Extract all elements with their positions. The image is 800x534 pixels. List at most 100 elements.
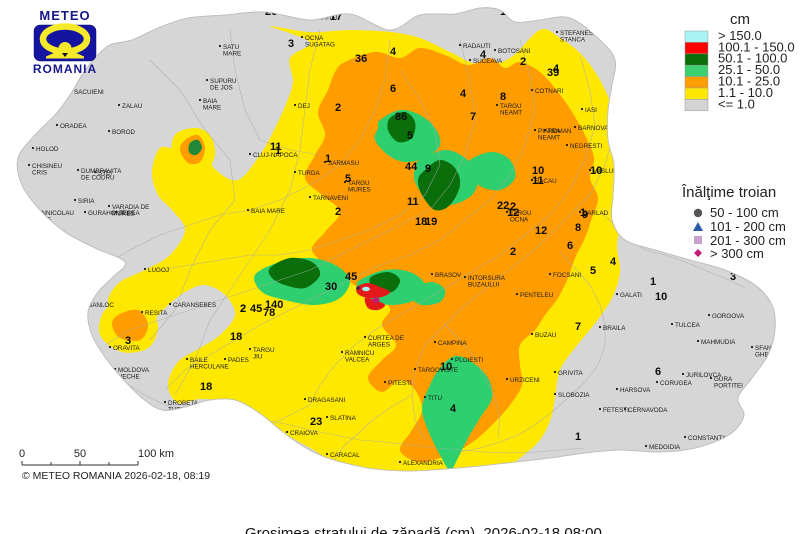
svg-text:PITESTI: PITESTI [388, 380, 412, 387]
svg-text:ADAMCLISI: ADAMCLISI [620, 461, 654, 468]
svg-text:BAILESTI: BAILESTI [263, 460, 291, 467]
svg-text:RESITA: RESITA [145, 310, 168, 317]
svg-text:FOCSANI: FOCSANI [553, 272, 581, 279]
svg-text:ROMAN: ROMAN [548, 128, 572, 135]
svg-text:6: 6 [567, 240, 573, 252]
svg-text:45: 45 [250, 303, 262, 315]
svg-text:ZALAU: ZALAU [122, 103, 143, 110]
svg-text:44: 44 [405, 161, 418, 173]
svg-text:11: 11 [532, 175, 544, 187]
svg-text:7: 7 [575, 321, 581, 333]
svg-text:CONSTANTA: CONSTANTA [688, 435, 727, 442]
svg-text:GORGOVA: GORGOVA [712, 313, 745, 320]
svg-text:18: 18 [200, 381, 212, 393]
svg-text:ARAD: ARAD [41, 232, 59, 239]
svg-text:CERNAVODA: CERNAVODA [628, 407, 668, 414]
svg-text:1: 1 [650, 276, 656, 288]
svg-text:BAIA MARE: BAIA MARE [251, 208, 285, 215]
svg-text:Grosimea stratului de zăpadă (: Grosimea stratului de zăpadă (cm), 2026-… [245, 525, 602, 534]
svg-text:SANNICOLAU: SANNICOLAU [33, 210, 74, 217]
svg-text:18: 18 [230, 331, 242, 343]
svg-text:1: 1 [325, 153, 331, 165]
svg-text:> 300 cm: > 300 cm [710, 246, 764, 261]
svg-text:TEBEA: TEBEA [119, 210, 140, 217]
svg-text:31: 31 [645, 21, 657, 33]
svg-text:CORUGEA: CORUGEA [660, 380, 693, 387]
svg-text:17: 17 [330, 11, 342, 23]
svg-text:MAGURELE: MAGURELE [385, 497, 420, 504]
svg-text:ZIMNICEA: ZIMNICEA [403, 500, 434, 507]
svg-text:TURNU SEVERIN: TURNU SEVERIN [168, 407, 220, 414]
svg-text:78: 78 [263, 307, 275, 319]
svg-text:1: 1 [580, 207, 586, 219]
svg-text:BOROD: BOROD [112, 129, 136, 136]
svg-text:DEJ: DEJ [298, 103, 310, 110]
svg-text:SACUIENI: SACUIENI [74, 89, 104, 96]
svg-text:PLOIESTI: PLOIESTI [455, 357, 484, 364]
svg-text:ROMANIA: ROMANIA [33, 62, 97, 76]
svg-text:GIURGIU: GIURGIU [458, 477, 485, 484]
svg-text:GRIVITA: GRIVITA [558, 370, 584, 377]
svg-text:TITU: TITU [428, 395, 442, 402]
svg-text:PADES: PADES [228, 357, 249, 364]
svg-text:11: 11 [407, 196, 419, 208]
svg-text:4: 4 [450, 403, 457, 415]
svg-text:5: 5 [345, 173, 351, 185]
svg-text:101 - 200 cm: 101 - 200 cm [710, 219, 786, 234]
svg-text:14: 14 [660, 46, 673, 58]
svg-text:SIGHETUL: SIGHETUL [303, 8, 335, 15]
svg-text:23: 23 [310, 416, 322, 428]
svg-text:MEDGIDIA: MEDGIDIA [649, 444, 681, 451]
svg-text:NEAMT: NEAMT [500, 110, 522, 117]
svg-text:SLATINA: SLATINA [330, 415, 357, 422]
svg-text:BACLES: BACLES [228, 410, 253, 417]
svg-text:IASI: IASI [585, 107, 597, 114]
svg-text:12: 12 [535, 225, 547, 237]
svg-text:SARMASU: SARMASU [328, 160, 360, 167]
svg-text:7: 7 [470, 111, 476, 123]
svg-text:TURDA: TURDA [298, 170, 320, 177]
svg-text:TULCEA: TULCEA [675, 322, 701, 329]
svg-text:50 - 100 cm: 50 - 100 cm [710, 205, 779, 220]
svg-text:DE JOS: DE JOS [210, 85, 233, 92]
svg-text:URZICENI: URZICENI [510, 377, 540, 384]
svg-text:MAHMUDIA: MAHMUDIA [701, 339, 736, 346]
svg-text:30: 30 [325, 281, 337, 293]
svg-text:2: 2 [520, 56, 526, 68]
svg-text:1: 1 [575, 431, 581, 443]
svg-text:BRASOV: BRASOV [435, 272, 462, 279]
svg-text:4: 4 [480, 49, 487, 61]
svg-text:10: 10 [590, 165, 602, 177]
svg-text:SUCEAVA: SUCEAVA [473, 58, 503, 65]
svg-text:HOLOD: HOLOD [36, 146, 59, 153]
svg-text:2: 2 [240, 303, 246, 315]
svg-text:11: 11 [680, 116, 692, 128]
svg-text:CRAIOVA: CRAIOVA [290, 430, 319, 437]
svg-text:36: 36 [355, 53, 367, 65]
svg-text:BRAILA: BRAILA [603, 325, 626, 332]
svg-text:5: 5 [590, 265, 596, 277]
svg-text:<= 1.0: <= 1.0 [718, 96, 755, 111]
svg-text:BOTOSANI: BOTOSANI [498, 48, 531, 55]
svg-text:11: 11 [270, 141, 282, 153]
svg-text:METEO: METEO [39, 8, 90, 23]
svg-text:STANCA: STANCA [560, 37, 586, 44]
svg-text:2: 2 [335, 102, 341, 114]
svg-text:CRIS: CRIS [32, 170, 47, 177]
svg-text:SUGATAG: SUGATAG [305, 42, 335, 49]
svg-text:BARNOVA: BARNOVA [578, 125, 609, 132]
svg-text:TIMISOARA: TIMISOARA [57, 248, 92, 255]
svg-text:SIRIA: SIRIA [78, 198, 95, 205]
svg-text:2: 2 [510, 246, 516, 258]
svg-text:1: 1 [617, 454, 623, 466]
svg-text:ORADEA: ORADEA [60, 123, 87, 130]
svg-text:6: 6 [390, 83, 396, 95]
svg-text:MARE: MARE [223, 51, 241, 58]
svg-text:CARANSEBES: CARANSEBES [173, 302, 216, 309]
svg-text:LUGOJ: LUGOJ [148, 267, 169, 274]
svg-text:5: 5 [407, 130, 413, 142]
svg-text:ALEXANDRIA: ALEXANDRIA [403, 460, 444, 467]
svg-text:10: 10 [655, 291, 667, 303]
svg-text:JIU: JIU [253, 354, 263, 361]
svg-text:9: 9 [425, 163, 431, 175]
